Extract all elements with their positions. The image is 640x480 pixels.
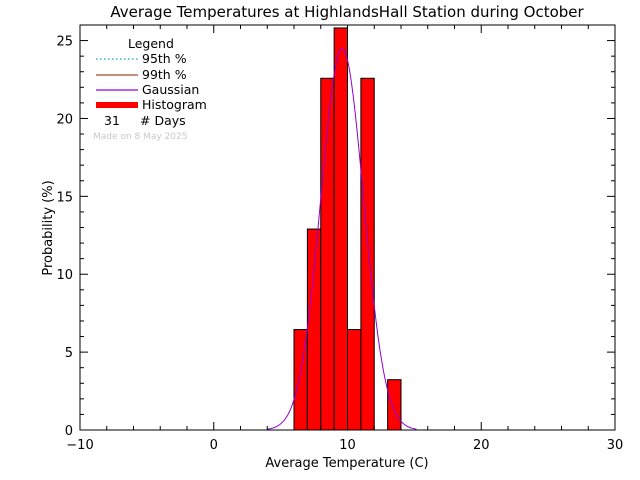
x-axis-label: Average Temperature (C) (265, 456, 428, 471)
y-tick-label: 15 (56, 190, 73, 205)
y-tick-label: 20 (56, 112, 73, 127)
histogram-bars (293, 27, 402, 431)
legend-days-count: 31 (104, 113, 120, 128)
legend-label-3: Histogram (142, 97, 207, 112)
x-axis-ticks: −10 0 10 20 30 (66, 25, 623, 453)
y-tick-label: 25 (56, 35, 73, 50)
y-tick-label: 10 (56, 268, 73, 283)
x-tick-label: −10 (66, 438, 93, 453)
legend-label-1: 99th % (142, 67, 187, 82)
x-tick-label: 20 (473, 438, 490, 453)
histogram-bar-4 (347, 329, 362, 431)
y-tick-label: 0 (65, 424, 73, 439)
legend-label-2: Gaussian (142, 82, 199, 97)
x-tick-label: 30 (607, 438, 624, 453)
histogram-bar-5 (360, 77, 375, 431)
made-on-note: Made on 8 May 2025 (93, 132, 187, 142)
gaussian-curve (267, 47, 417, 430)
legend-days-label: # Days (140, 113, 186, 128)
x-tick-label: 10 (339, 438, 356, 453)
y-axis-label: Probability (%) (41, 180, 56, 275)
legend-title: Legend (128, 36, 174, 51)
legend-label-0: 95th % (142, 51, 187, 66)
histogram-bar-3 (333, 27, 348, 431)
histogram-bar-1 (306, 228, 322, 431)
chart-title: Average Temperatures at HighlandsHall St… (110, 3, 584, 21)
histogram-bar-7 (387, 379, 402, 431)
y-tick-label: 5 (65, 346, 73, 361)
x-tick-label: 0 (210, 438, 218, 453)
y-axis-ticks: 0 5 10 15 20 25 (56, 35, 615, 439)
